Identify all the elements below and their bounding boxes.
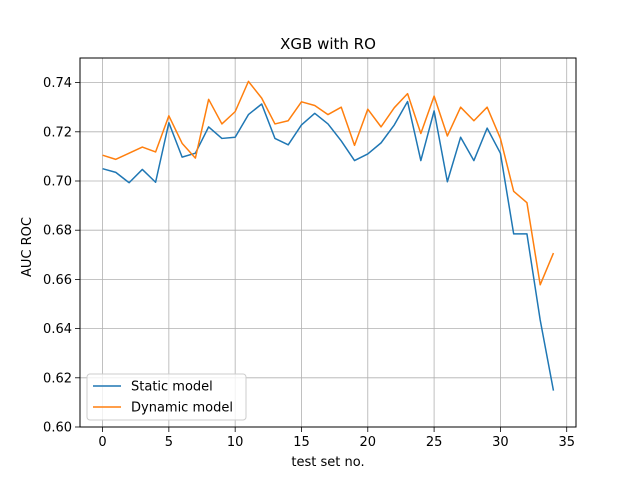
- series-line-static-model: [102, 100, 555, 391]
- y-tick-label: 0.62: [43, 371, 72, 386]
- x-axis-label: test set no.: [291, 455, 364, 470]
- x-tick-label: 25: [426, 435, 443, 450]
- x-tick-label: 0: [98, 435, 106, 450]
- plot-frame: [79, 57, 577, 428]
- y-tick-label: 0.66: [43, 273, 72, 288]
- legend-label: Dynamic model: [131, 401, 233, 416]
- y-tick-label: 0.64: [43, 322, 72, 337]
- y-tick-label: 0.60: [43, 421, 72, 436]
- y-axis-label: AUC ROC: [20, 217, 35, 277]
- x-tick-label: 15: [293, 435, 310, 450]
- x-tick-label: 10: [227, 435, 244, 450]
- x-tick-label: 20: [360, 435, 377, 450]
- legend: Static model Dynamic model: [86, 373, 247, 421]
- x-tick-label: 5: [165, 435, 173, 450]
- series-lines: [102, 80, 555, 391]
- y-tick-label: 0.70: [43, 175, 72, 190]
- y-tick-label: 0.74: [43, 76, 72, 91]
- x-tick-label: 30: [492, 435, 509, 450]
- series-line-dynamic-model: [102, 80, 555, 286]
- y-tick-label: 0.68: [43, 224, 72, 239]
- x-tick-label: 35: [558, 435, 575, 450]
- y-tick-label: 0.72: [43, 125, 72, 140]
- legend-label: Static model: [131, 380, 213, 395]
- chart-title: XGB with RO: [280, 35, 376, 53]
- axis-ticks: 0 5 10 15 20 25 30 35 0.60 0.62 0.64 0.66 0.68 0.70 0.…: [43, 76, 575, 450]
- legend-box: [86, 373, 247, 421]
